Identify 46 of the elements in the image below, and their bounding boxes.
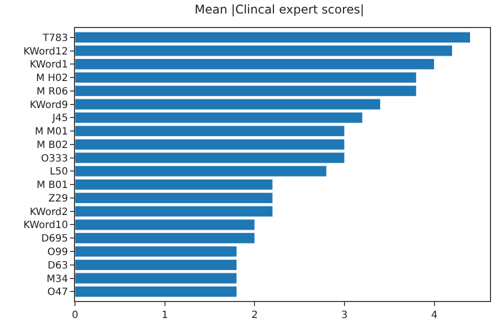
bar [75,219,255,230]
bar [75,58,435,70]
y-tick-label: M M01 [34,126,68,138]
bar [75,246,237,258]
y-tick-label: Z29 [48,193,68,204]
bar [75,45,453,56]
x-tick-label: 3 [341,310,348,321]
y-tick-label: KWord9 [30,100,68,111]
bar [75,206,273,217]
y-tick-label: M B01 [36,180,68,192]
y-tick-label: M R06 [36,86,68,98]
y-tick-label: KWord1 [30,60,68,71]
bar [75,166,327,177]
y-tick-label: KWord10 [23,220,68,232]
bar [75,98,381,110]
bar [75,192,273,204]
y-tick-label: KWord2 [30,206,68,218]
y-tick-label: D695 [41,234,68,245]
bar [75,272,237,284]
bar [75,232,255,244]
y-tick-label: M B02 [36,140,68,151]
y-tick-label: O333 [41,153,68,164]
bar [75,85,417,96]
bar [75,152,345,164]
x-tick-label: 0 [72,310,78,321]
bar [75,125,345,137]
x-tick-label: 1 [162,310,168,321]
y-tick-label: O47 [47,287,68,298]
bar [75,138,345,150]
bar [75,72,417,84]
bar [75,259,237,270]
y-tick-label: D63 [48,260,68,272]
bar [75,112,363,124]
x-tick-label: 4 [431,310,438,321]
y-tick-label: T783 [42,32,68,44]
chart-title: Mean |Clincal expert scores| [194,2,364,16]
y-tick-label: M H02 [36,73,68,84]
y-tick-label: O99 [47,246,68,258]
bar [75,286,237,298]
y-tick-label: KWord12 [23,46,68,58]
y-tick-label: J45 [51,113,68,124]
x-tick-label: 2 [251,310,258,321]
bar [75,178,273,190]
y-tick-label: L50 [50,166,68,178]
y-tick-label: M34 [46,274,68,285]
bar [75,32,470,43]
